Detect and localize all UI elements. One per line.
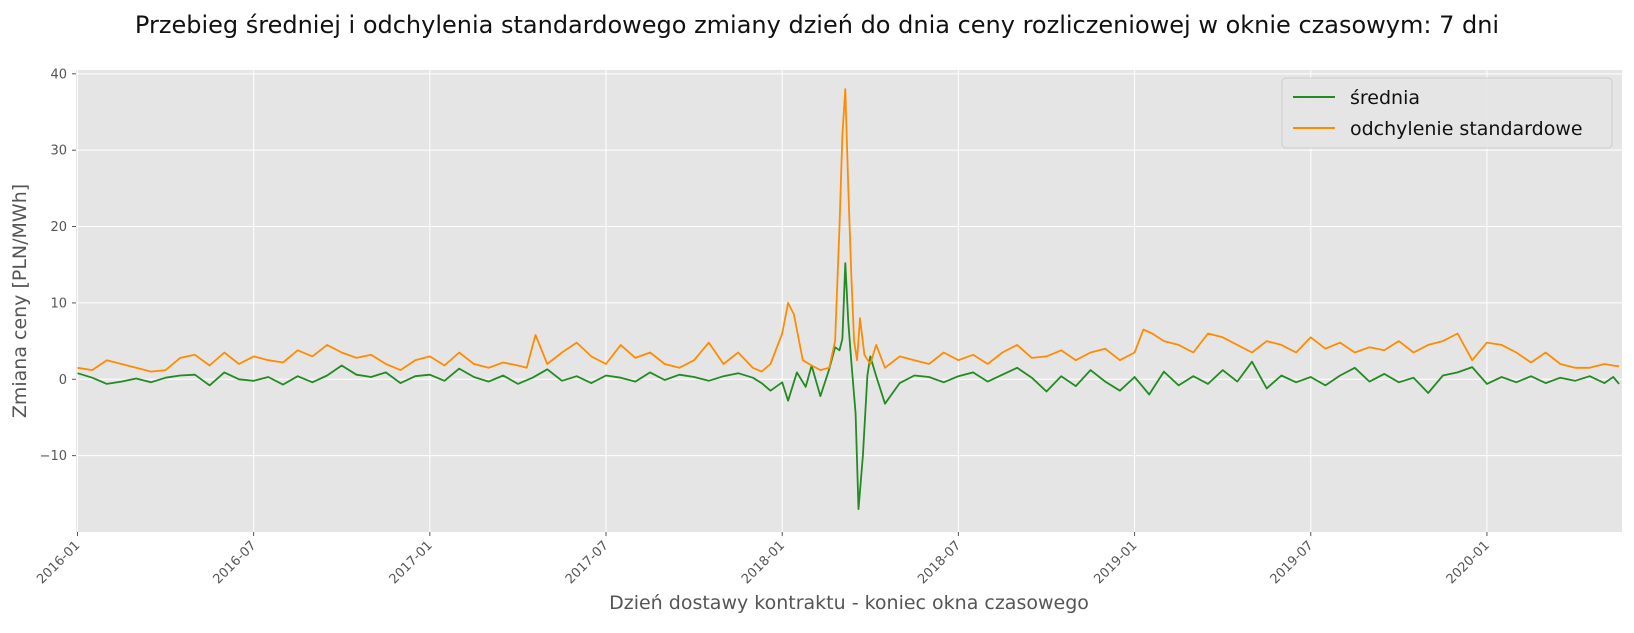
y-tick-label: 20: [50, 220, 67, 235]
x-tick-label: 2018-07: [915, 538, 964, 587]
x-tick-label: 2017-01: [387, 538, 436, 587]
legend-label-srednia: średnia: [1350, 87, 1420, 109]
series-line-srednia: [77, 262, 1620, 511]
x-axis-label: Dzień dostawy kontraktu - koniec okna cz…: [609, 592, 1089, 614]
x-tick-label: 2017-07: [563, 538, 612, 587]
y-tick-label: 10: [50, 296, 67, 311]
series-layer: [77, 88, 1620, 511]
chart-title: Przebieg średniej i odchylenia standardo…: [135, 11, 1499, 39]
x-tick-layer: 2016-01 2016-07 2017-01 2017-07 2018-01 2018-…: [34, 532, 1493, 587]
legend-box: [1281, 77, 1613, 149]
grid-layer: [76, 70, 1622, 532]
series-line-odchylenie: [77, 88, 1620, 373]
y-tick-label: 40: [50, 67, 67, 82]
x-tick-label: 2016-01: [34, 538, 83, 587]
legend-label-odchylenie: odchylenie standardowe: [1350, 118, 1583, 140]
y-tick-label: 0: [59, 373, 67, 388]
y-tick-label: 30: [50, 144, 67, 159]
x-tick-label: 2019-07: [1268, 538, 1317, 587]
y-axis-label: Zmiana ceny [PLN/MWh]: [9, 184, 31, 418]
x-tick-label: 2018-01: [739, 538, 788, 587]
x-tick-label: 2016-07: [210, 538, 259, 587]
y-tick-label: −10: [40, 449, 67, 464]
y-tick-layer: −10 0 10 20 30 40: [40, 67, 76, 464]
x-tick-label: 2020-01: [1444, 538, 1493, 587]
legend: średnia odchylenie standardowe: [1281, 77, 1613, 149]
x-tick-label: 2019-01: [1091, 538, 1140, 587]
